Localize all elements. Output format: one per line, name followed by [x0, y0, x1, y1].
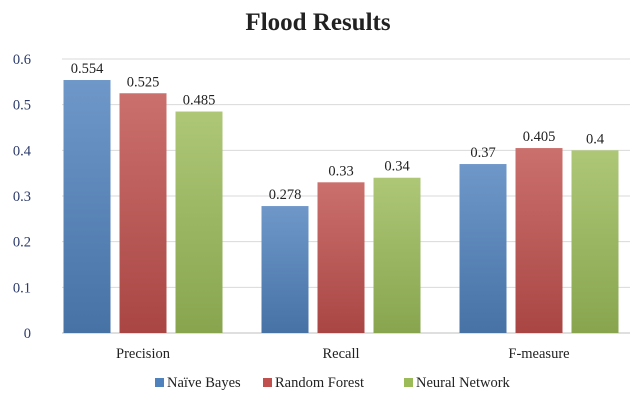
bar	[261, 206, 309, 333]
chart-title: Flood Results	[245, 9, 390, 36]
bar	[515, 148, 563, 333]
data-labels: 0.554 0.525 0.485 0.278 0.33 0.34 0.37 0.405 0.4	[71, 61, 605, 203]
data-label: 0.4	[586, 131, 605, 147]
y-tick-label: 0	[24, 326, 31, 342]
x-category-label: F-measure	[508, 346, 569, 362]
legend-label: Neural Network	[416, 375, 511, 391]
data-label: 0.278	[269, 187, 302, 203]
bar	[373, 177, 421, 333]
y-tick-label: 0.3	[13, 189, 31, 205]
bar	[317, 182, 365, 333]
x-category-label: Precision	[116, 346, 171, 362]
data-label: 0.485	[183, 93, 216, 109]
y-tick-label: 0.6	[13, 52, 31, 68]
data-label: 0.34	[384, 159, 410, 175]
legend-swatch	[263, 378, 272, 387]
data-label: 0.525	[127, 74, 160, 90]
bar	[119, 93, 167, 333]
x-axis-categories: Precision Recall F-measure	[116, 346, 570, 362]
legend-label: Random Forest	[275, 375, 364, 391]
legend-swatch	[404, 378, 413, 387]
bar	[571, 150, 619, 333]
legend-label: Naïve Bayes	[167, 375, 241, 391]
bar	[63, 80, 111, 333]
y-tick-label: 0.5	[13, 98, 31, 114]
x-category-label: Recall	[322, 346, 359, 362]
y-axis-ticks: 0 0.1 0.2 0.3 0.4 0.5 0.6	[13, 52, 32, 342]
data-label: 0.554	[71, 61, 104, 77]
y-tick-label: 0.4	[13, 143, 32, 159]
legend-swatch	[155, 378, 164, 387]
data-label: 0.33	[328, 163, 353, 179]
data-label: 0.405	[523, 129, 556, 145]
legend: Naïve Bayes Random Forest Neural Network	[155, 375, 511, 391]
data-label: 0.37	[470, 145, 495, 161]
y-tick-label: 0.2	[13, 235, 31, 251]
bars	[63, 80, 619, 334]
bar	[459, 164, 507, 333]
bar	[175, 111, 223, 334]
y-tick-label: 0.1	[13, 280, 31, 296]
